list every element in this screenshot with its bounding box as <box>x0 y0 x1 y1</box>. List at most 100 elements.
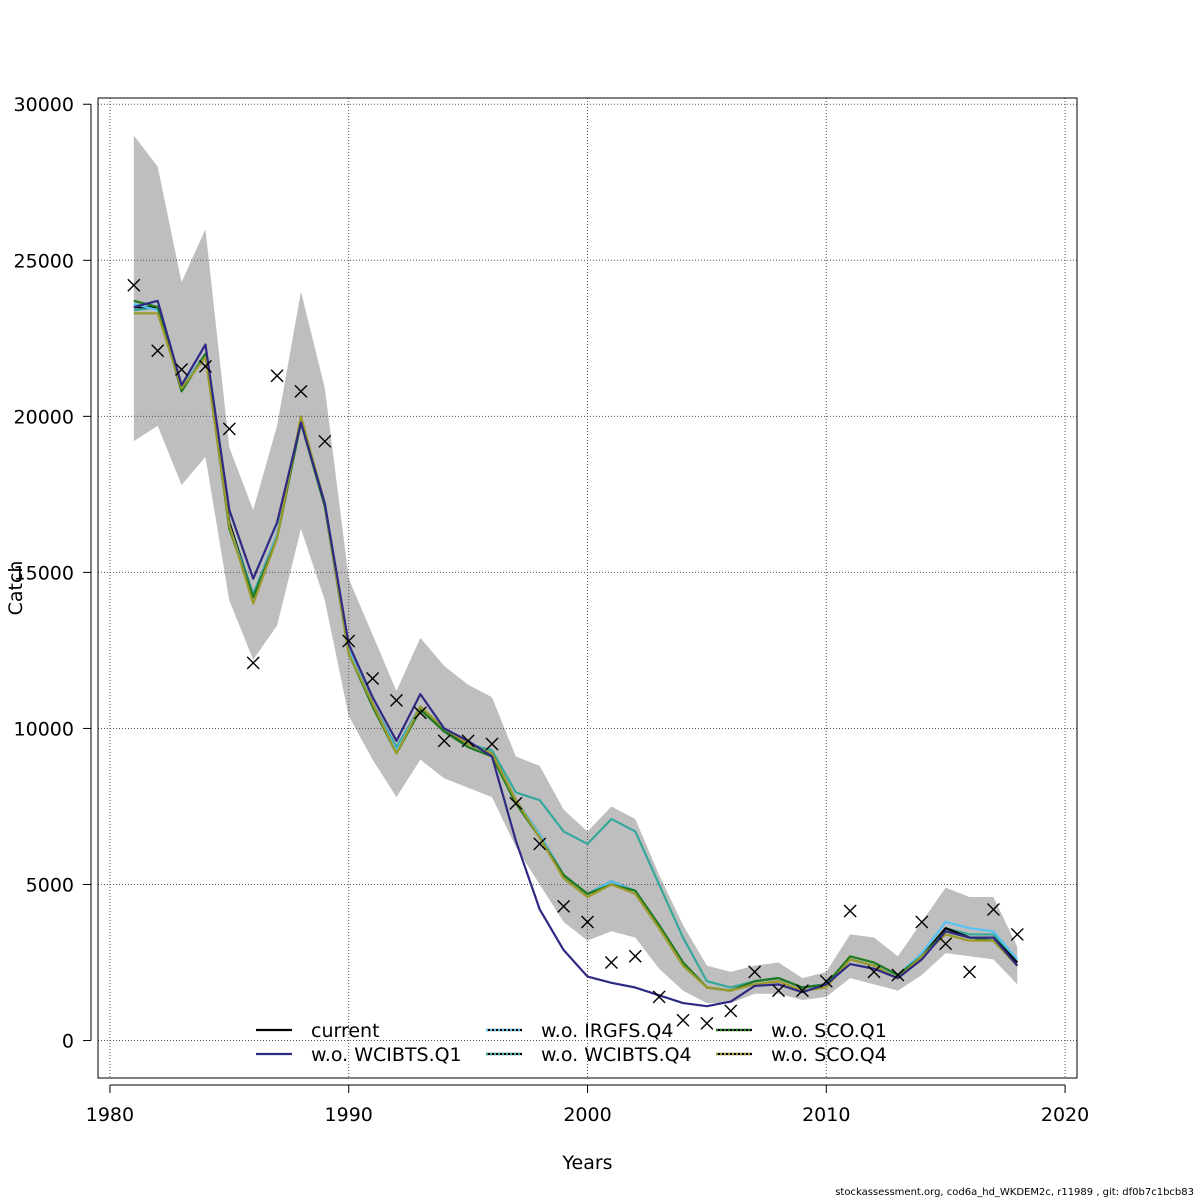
observation-point <box>509 796 523 810</box>
y-tick-label: 25000 <box>14 250 74 272</box>
y-tick-label: 10000 <box>14 718 74 740</box>
observation-stroke <box>891 968 905 982</box>
observation-point <box>1010 927 1024 941</box>
observation-stroke <box>198 359 212 373</box>
legend-label: w.o. WCIBTS.Q4 <box>541 1044 692 1066</box>
observation-point <box>628 949 642 963</box>
observation-stroke <box>628 949 642 963</box>
observation-stroke <box>915 915 929 929</box>
y-axis-title: Catch <box>5 561 27 616</box>
observation-stroke <box>437 734 451 748</box>
observation-point <box>270 369 284 383</box>
observation-stroke <box>843 904 857 918</box>
observation-stroke <box>175 363 189 377</box>
axis-layer: 1980 1990 2000 2010 2020 0 5000 10000 15000 20000… <box>14 94 1090 1126</box>
observation-point <box>986 902 1000 916</box>
legend-label: w.o. SCO.Q4 <box>771 1044 887 1066</box>
x-axis-title: Years <box>561 1152 612 1174</box>
confidence-band <box>133 135 1018 1004</box>
observation-point <box>795 984 809 998</box>
observation-stroke <box>939 937 953 951</box>
x-tick-label: 1980 <box>86 1104 134 1126</box>
legend-label: w.o. SCO.Q1 <box>771 1020 887 1042</box>
observation-stroke <box>127 278 141 292</box>
observation-layer <box>127 278 1024 1030</box>
observation-point <box>366 672 380 686</box>
observation-stroke <box>485 737 499 751</box>
observation-stroke <box>604 956 618 970</box>
x-tick-label: 2000 <box>563 1104 611 1126</box>
observation-point <box>198 359 212 373</box>
plot-frame <box>97 97 1078 1079</box>
legend-item: w.o. IRGFS.Q4 <box>486 1020 673 1042</box>
observation-point <box>318 434 332 448</box>
observation-stroke <box>413 706 427 720</box>
observation-stroke <box>724 1004 738 1018</box>
observation-point <box>748 965 762 979</box>
observation-point <box>604 956 618 970</box>
x-tick-label: 2010 <box>802 1104 850 1126</box>
y-tick-label: 15000 <box>14 562 74 584</box>
x-tick-label: 1990 <box>325 1104 373 1126</box>
observation-stroke <box>366 672 380 686</box>
observation-stroke <box>963 965 977 979</box>
observation-stroke <box>509 796 523 810</box>
observation-point <box>294 384 308 398</box>
observation-point <box>461 734 475 748</box>
legend-item: w.o. SCO.Q4 <box>716 1044 887 1066</box>
observation-stroke <box>294 384 308 398</box>
legend-item: current <box>256 1020 380 1042</box>
x-tick-label: 2020 <box>1041 1104 1089 1126</box>
observation-point <box>533 837 547 851</box>
observation-point <box>891 968 905 982</box>
observation-stroke <box>819 974 833 988</box>
observation-point <box>151 344 165 358</box>
observation-stroke <box>151 344 165 358</box>
observation-stroke <box>1010 927 1024 941</box>
legend-label: current <box>311 1020 380 1042</box>
observation-point <box>772 984 786 998</box>
observation-point <box>676 1013 690 1027</box>
observation-stroke <box>318 434 332 448</box>
series-line <box>133 312 1019 992</box>
observation-point <box>437 734 451 748</box>
observation-point <box>222 422 236 436</box>
observation-point <box>819 974 833 988</box>
observation-point <box>915 915 929 929</box>
y-tick-label: 0 <box>62 1031 74 1053</box>
observation-stroke <box>557 899 571 913</box>
legend-item: w.o. WCIBTS.Q4 <box>486 1044 692 1066</box>
observation-point <box>843 904 857 918</box>
legend-item: w.o. WCIBTS.Q1 <box>256 1044 462 1066</box>
grid-layer <box>98 98 1077 1078</box>
observation-point <box>175 363 189 377</box>
observation-point <box>246 656 260 670</box>
observation-stroke <box>986 902 1000 916</box>
observation-point <box>724 1004 738 1018</box>
observation-stroke <box>389 693 403 707</box>
observation-stroke <box>748 965 762 979</box>
observation-point <box>700 1016 714 1030</box>
observation-point <box>867 965 881 979</box>
observation-point <box>557 899 571 913</box>
observation-stroke <box>222 422 236 436</box>
observation-point <box>963 965 977 979</box>
observation-stroke <box>246 656 260 670</box>
legend-label: w.o. WCIBTS.Q1 <box>311 1044 462 1066</box>
observation-point <box>342 634 356 648</box>
observation-stroke <box>795 984 809 998</box>
legend-label: w.o. IRGFS.Q4 <box>541 1020 673 1042</box>
observation-point <box>127 278 141 292</box>
observation-point <box>389 693 403 707</box>
observation-point <box>652 990 666 1004</box>
legend-item: w.o. SCO.Q1 <box>716 1020 887 1042</box>
observation-stroke <box>270 369 284 383</box>
observation-stroke <box>581 915 594 929</box>
observation-stroke <box>772 984 786 998</box>
y-tick-label: 30000 <box>14 94 74 116</box>
y-tick-label: 5000 <box>26 874 74 896</box>
footer-credit: stockassessment.org, cod6a_hd_WKDEM2c, r… <box>835 1187 1194 1198</box>
confidence-band-layer <box>133 135 1018 1004</box>
